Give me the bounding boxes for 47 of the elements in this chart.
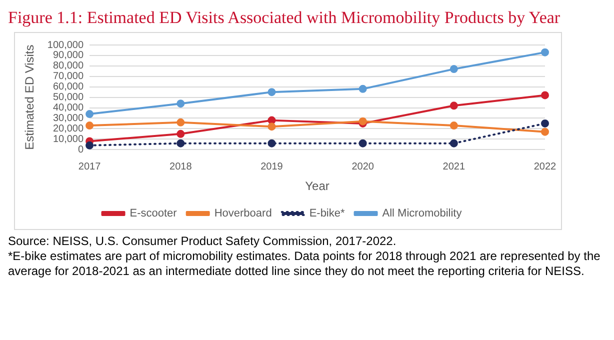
text: *E-bike estimates are part of micromobility estimates. Data points for 2018 through 2021 are represented by the average for 2018-2021 as an intermediate dotted line since they do not meet the reporting criteria for NEISS. (8, 249, 602, 279)
x-tick-label: 2019 (260, 161, 284, 172)
point (86, 122, 94, 130)
x-tick-label: 2022 (534, 161, 557, 172)
point (450, 139, 458, 148)
y-tick-label: 60,000 (52, 82, 84, 93)
y-tick-label: 80,000 (52, 60, 84, 72)
point (176, 139, 185, 148)
point (268, 122, 276, 131)
point (541, 48, 549, 56)
point (268, 116, 276, 124)
point (541, 91, 549, 100)
y-axis-title: Estimated ED Visits (22, 44, 37, 150)
source-note: Source: NEISS, U.S. Consumer Product Safety Commission, 2017-2022. (8, 234, 398, 249)
y-tick-label: 30,000 (52, 112, 84, 124)
y-tick-label: 70,000 (52, 71, 84, 82)
y-tick-label: 20,000 (52, 123, 84, 134)
point (86, 110, 94, 118)
point (176, 100, 185, 108)
y-tick-label: 100,000 (47, 40, 84, 51)
point (450, 65, 458, 74)
point (268, 88, 276, 96)
point (176, 130, 185, 138)
point (176, 118, 185, 126)
point (450, 102, 458, 110)
legend-label: All Micromobility (382, 208, 462, 220)
chart-title: Figure 1.1: Estimated ED Visits Associated with Micromobility Products by Year (8, 8, 562, 28)
y-tick-label: 50,000 (52, 92, 84, 104)
x-tick-label: 2018 (170, 161, 192, 172)
legend-label: E-bike* (309, 208, 346, 220)
legend-label: E-scooter (130, 208, 178, 220)
y-tick-label: 40,000 (52, 102, 84, 114)
x-tick-label: 2021 (442, 161, 466, 172)
point (541, 119, 549, 128)
point (450, 122, 458, 130)
y-tick-label: 0 (78, 144, 84, 156)
legend-label: Hoverboard (214, 208, 272, 220)
point (268, 139, 276, 148)
x-tick-label: 2020 (352, 161, 374, 172)
point (86, 141, 94, 150)
point (358, 84, 367, 93)
x-tick-label: 2017 (78, 161, 102, 172)
y-tick-label: 10,000 (52, 134, 84, 145)
point (541, 128, 549, 136)
x-axis-title: Year (305, 179, 330, 194)
point (358, 139, 367, 148)
y-tick-label: 90,000 (52, 50, 84, 62)
